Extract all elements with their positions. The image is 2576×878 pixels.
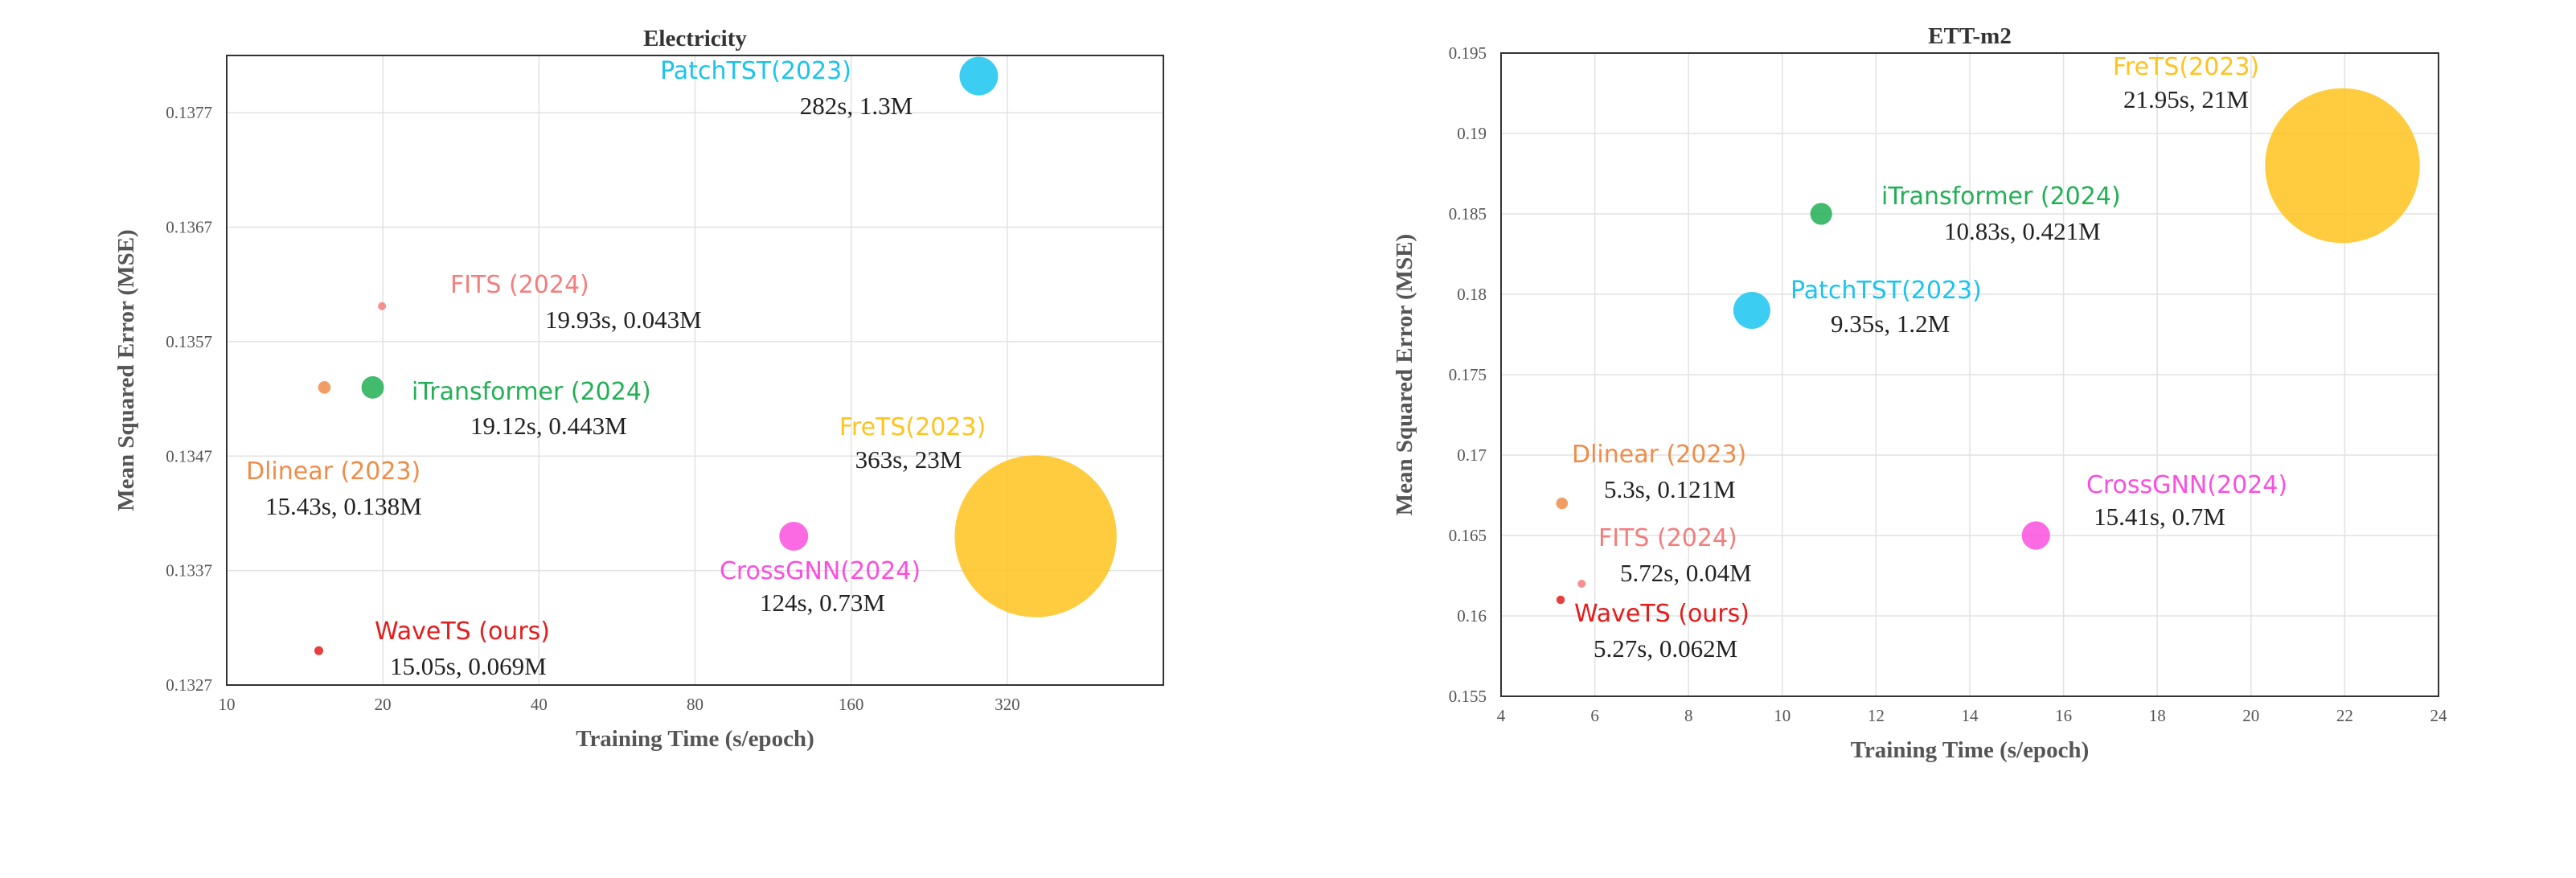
series-stats-label: 15.43s, 0.138M — [265, 492, 422, 520]
x-tick-label: 4 — [1497, 706, 1506, 725]
series-stats-label: 9.35s, 1.2M — [1831, 310, 1950, 338]
series-name-label: FreTS(2023) — [839, 413, 986, 441]
data-point-crossgnn-2024 — [779, 521, 809, 551]
series-name-label: WaveTS (ours) — [375, 617, 550, 646]
data-point-wavets-ours — [314, 646, 324, 655]
x-tick-label: 80 — [687, 695, 703, 714]
x-tick-label: 12 — [1868, 706, 1885, 725]
y-tick-label: 0.16 — [1457, 606, 1487, 626]
x-tick-label: 40 — [531, 695, 548, 714]
data-point-frets-2023 — [954, 455, 1117, 617]
y-tick-label: 0.18 — [1457, 285, 1487, 304]
data-point-fits-2024 — [378, 302, 387, 310]
series-stats-label: 5.3s, 0.121M — [1604, 475, 1736, 503]
series-stats-label: 124s, 0.73M — [760, 589, 885, 617]
y-tick-label: 0.1327 — [166, 675, 212, 695]
y-tick-label: 0.1367 — [166, 218, 212, 237]
series-stats-label: 19.12s, 0.443M — [470, 412, 627, 440]
x-tick-label: 160 — [839, 695, 864, 714]
series-name-label: WaveTS (ours) — [1574, 600, 1749, 628]
series-name-label: FITS (2024) — [450, 271, 589, 299]
y-axis-label: Mean Squared Error (MSE) — [113, 229, 139, 511]
data-point-patchtst-2023 — [959, 56, 999, 96]
series-stats-label: 15.41s, 0.7M — [2094, 503, 2225, 531]
data-point-crossgnn-2024 — [2021, 521, 2050, 550]
data-point-frets-2023 — [2265, 88, 2420, 244]
series-stats-label: 363s, 23M — [855, 445, 962, 474]
series-name-label: PatchTST(2023) — [1790, 277, 1982, 305]
series-stats-label: 282s, 1.3M — [800, 92, 913, 120]
x-tick-label: 20 — [375, 695, 392, 714]
y-tick-label: 0.1357 — [166, 332, 212, 351]
y-tick-label: 0.1347 — [166, 446, 212, 466]
y-tick-label: 0.175 — [1449, 365, 1487, 384]
x-axis-label: Training Time (s/epoch) — [1851, 737, 2089, 763]
x-tick-label: 10 — [1774, 706, 1790, 725]
series-name-label: FreTS(2023) — [2113, 53, 2259, 81]
y-tick-label: 0.1337 — [166, 561, 212, 581]
series-stats-label: 5.72s, 0.04M — [1620, 559, 1752, 587]
y-tick-label: 0.1377 — [166, 103, 212, 122]
chart-title: Electricity — [643, 26, 747, 51]
series-stats-label: 21.95s, 21M — [2123, 85, 2249, 113]
y-axis-label: Mean Squared Error (MSE) — [1392, 234, 1417, 515]
series-name-label: iTransformer (2024) — [1881, 183, 2121, 211]
data-point-dlinear-2023 — [318, 381, 331, 394]
x-tick-label: 320 — [995, 695, 1020, 714]
x-tick-label: 6 — [1590, 706, 1599, 725]
data-point-patchtst-2023 — [1733, 291, 1770, 330]
series-stats-label: 19.93s, 0.043M — [545, 306, 702, 334]
y-tick-label: 0.19 — [1457, 124, 1487, 143]
y-tick-label: 0.195 — [1449, 43, 1487, 63]
x-tick-label: 24 — [2430, 706, 2448, 725]
plot-frame — [226, 55, 1164, 686]
x-tick-label: 18 — [2149, 706, 2166, 725]
chart-title: ETT-m2 — [1928, 23, 2012, 49]
y-tick-label: 0.17 — [1457, 445, 1487, 465]
series-name-label: FITS (2024) — [1598, 524, 1737, 552]
plot-frame — [1500, 52, 2439, 697]
x-tick-label: 10 — [219, 695, 236, 714]
series-name-label: iTransformer (2024) — [412, 378, 651, 406]
x-axis-label: Training Time (s/epoch) — [576, 726, 814, 752]
y-tick-label: 0.165 — [1449, 526, 1487, 545]
x-tick-label: 16 — [2055, 706, 2072, 725]
series-stats-label: 10.83s, 0.421M — [1944, 217, 2101, 245]
data-point-dlinear-2023 — [1556, 497, 1569, 510]
y-tick-label: 0.185 — [1449, 204, 1487, 224]
series-stats-label: 15.05s, 0.069M — [390, 652, 547, 680]
data-point-itransformer-2024 — [1810, 203, 1832, 225]
y-tick-label: 0.155 — [1449, 687, 1487, 706]
x-tick-label: 22 — [2336, 706, 2353, 725]
series-name-label: CrossGNN(2024) — [2086, 471, 2287, 499]
x-tick-label: 20 — [2242, 706, 2259, 725]
series-name-label: CrossGNN(2024) — [720, 557, 921, 585]
data-point-itransformer-2024 — [361, 375, 384, 399]
x-tick-label: 8 — [1684, 706, 1693, 725]
series-name-label: Dlinear (2023) — [1572, 441, 1746, 469]
series-stats-label: 5.27s, 0.062M — [1594, 634, 1737, 663]
series-name-label: PatchTST(2023) — [660, 57, 851, 85]
data-point-fits-2024 — [1577, 580, 1586, 588]
series-name-label: Dlinear (2023) — [246, 457, 420, 486]
data-point-wavets-ours — [1556, 595, 1565, 605]
x-tick-label: 14 — [1962, 706, 1979, 725]
